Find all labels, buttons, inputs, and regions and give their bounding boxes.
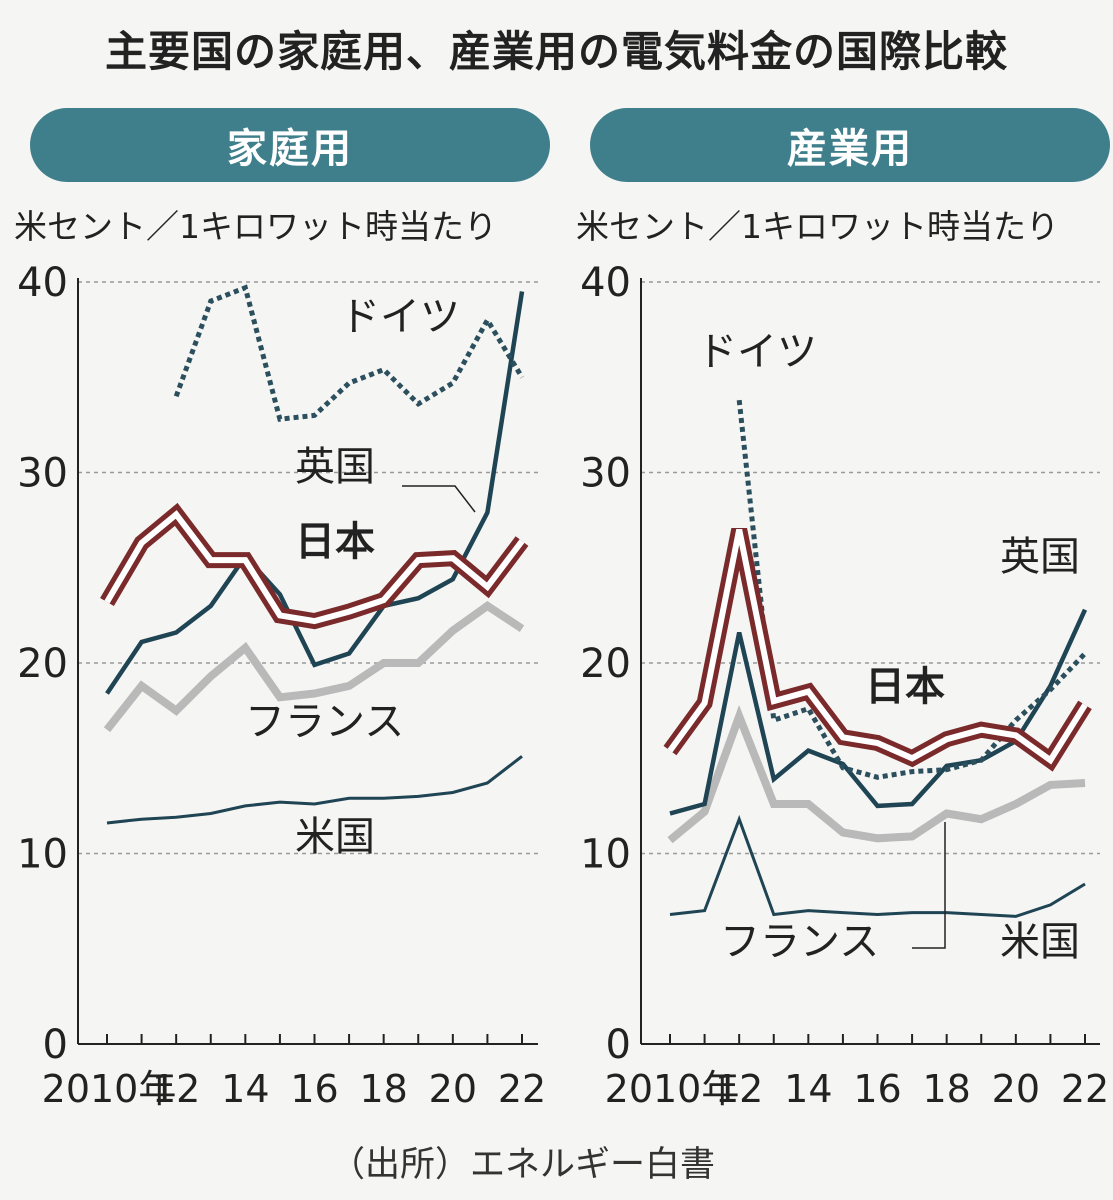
x-tick-label: 2010年 bbox=[42, 1067, 177, 1111]
panel-header-industrial: 産業用 bbox=[590, 108, 1110, 182]
callout-line bbox=[402, 485, 476, 513]
x-tick-label: 22 bbox=[498, 1067, 546, 1111]
series-line-germany bbox=[173, 284, 525, 422]
series-label: 英国 bbox=[1000, 534, 1080, 580]
y-tick-label: 40 bbox=[17, 260, 68, 306]
series-label: 米国 bbox=[295, 814, 375, 860]
y-axis-unit-industrial: 米セント／1キロワット時当たり bbox=[576, 207, 1059, 246]
series-label: 日本 bbox=[865, 664, 945, 710]
series-label: 英国 bbox=[295, 444, 375, 490]
series-line-japan-inner bbox=[104, 510, 525, 625]
x-tick-label: 16 bbox=[853, 1067, 901, 1111]
series-label: ドイツ bbox=[340, 294, 460, 340]
x-tick-label: 14 bbox=[221, 1067, 269, 1111]
series-label: 米国 bbox=[1000, 919, 1080, 965]
series-line-us bbox=[669, 814, 1086, 918]
y-tick-label: 10 bbox=[17, 832, 68, 878]
series-line-germany bbox=[736, 399, 1087, 780]
y-tick-label: 20 bbox=[580, 641, 631, 687]
x-tick-label: 14 bbox=[784, 1067, 832, 1111]
y-tick-label: 30 bbox=[17, 451, 68, 497]
chart-title: 主要国の家庭用、産業用の電気料金の国際比較 bbox=[104, 27, 1008, 76]
x-tick-label: 18 bbox=[922, 1067, 970, 1111]
x-tick-label: 16 bbox=[290, 1067, 338, 1111]
x-tick-label: 20 bbox=[992, 1067, 1040, 1111]
x-tick-label: 22 bbox=[1061, 1067, 1109, 1111]
y-tick-label: 30 bbox=[580, 451, 631, 497]
series-line-france bbox=[103, 601, 525, 733]
series-label: フランス bbox=[720, 919, 879, 965]
x-tick-label: 18 bbox=[359, 1067, 407, 1111]
series-line-us bbox=[106, 755, 523, 825]
series-label: ドイツ bbox=[697, 329, 817, 375]
source-note: （出所）エネルギー白書 bbox=[330, 1145, 716, 1185]
series-line-japan-inner bbox=[667, 529, 1088, 765]
series-line-france bbox=[667, 705, 1086, 844]
x-tick-label: 12 bbox=[152, 1067, 200, 1111]
y-tick-label: 40 bbox=[580, 260, 631, 306]
x-tick-label: 2010年 bbox=[605, 1067, 740, 1111]
y-tick-label: 20 bbox=[17, 641, 68, 687]
series-label: 日本 bbox=[295, 519, 375, 565]
series-label: フランス bbox=[245, 699, 404, 745]
x-tick-label: 12 bbox=[715, 1067, 763, 1111]
y-tick-label: 0 bbox=[606, 1022, 631, 1068]
y-tick-label: 10 bbox=[580, 832, 631, 878]
y-axis-unit-residential: 米セント／1キロワット時当たり bbox=[14, 207, 497, 246]
y-tick-label: 0 bbox=[43, 1022, 68, 1068]
series-line-uk bbox=[105, 291, 525, 695]
x-tick-label: 20 bbox=[429, 1067, 477, 1111]
callout-line bbox=[912, 822, 946, 949]
panel-header-residential: 家庭用 bbox=[30, 108, 550, 182]
